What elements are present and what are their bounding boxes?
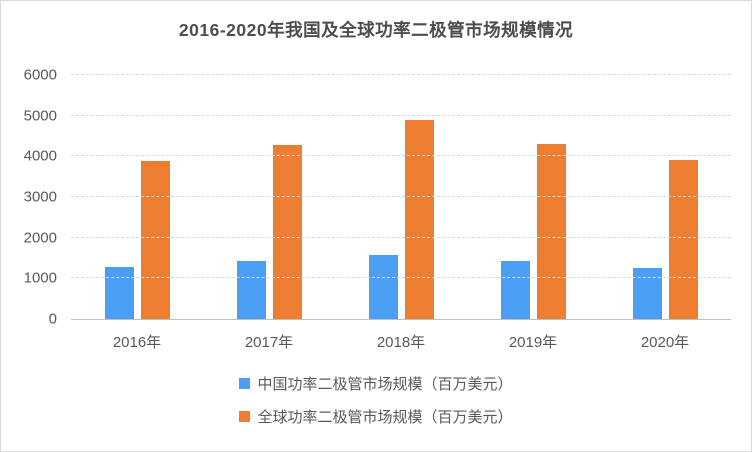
bar-series-1-2016年 [140, 161, 170, 319]
gridline [71, 74, 731, 75]
gridline [71, 277, 731, 279]
legend-label: 中国功率二极管市场规模（百万美元） [257, 376, 513, 393]
x-tick-label: 2020年 [640, 334, 690, 351]
y-tick-label: 3000 [23, 188, 57, 206]
bar-series-1-2018年 [404, 120, 434, 319]
bar-series-1-2019年 [536, 143, 566, 319]
gridline [71, 114, 731, 116]
chart-title: 2016-2020年我国及全球功率二极管市场规模情况 [178, 20, 574, 40]
gridline [71, 236, 731, 238]
bar-group [203, 75, 335, 319]
bar-series-0-2017年 [236, 261, 266, 319]
legend: 中国功率二极管市场规模（百万美元） 全球功率二极管市场规模（百万美元） [1, 373, 751, 427]
x-tick-label: 2017年 [244, 334, 294, 351]
bar-group [335, 75, 467, 319]
legend-label: 全球功率二极管市场规模（百万美元） [257, 409, 513, 426]
gridline [71, 155, 731, 157]
y-axis: 0 1000 2000 3000 4000 5000 6000 [1, 67, 57, 328]
bar-series-0-2020年 [632, 267, 662, 319]
gridline [71, 196, 731, 197]
plot-area [71, 74, 731, 320]
x-tick-label: 2016年 [112, 334, 162, 351]
x-axis: 2016年 2017年 2018年 2019年 2020年 [71, 331, 731, 352]
y-tick-label: 4000 [23, 147, 57, 165]
legend-swatch-icon [239, 411, 251, 422]
legend-swatch-icon [239, 378, 251, 389]
y-tick-label: 1000 [23, 269, 57, 287]
x-tick-label: 2019年 [508, 334, 558, 351]
y-tick-label: 2000 [23, 229, 57, 247]
bar-group [71, 75, 203, 319]
bar-groups [71, 75, 731, 319]
bar-series-0-2019年 [500, 260, 530, 319]
y-tick-label: 6000 [23, 66, 57, 84]
bar-group [467, 75, 599, 319]
bar-series-0-2016年 [104, 266, 134, 319]
bar-series-1-2017年 [272, 144, 302, 319]
bar-series-1-2020年 [668, 160, 698, 319]
y-tick-label: 0 [48, 310, 57, 328]
legend-item-1: 全球功率二极管市场规模（百万美元） [239, 406, 513, 427]
bar-series-0-2018年 [368, 254, 398, 319]
y-tick-label: 5000 [23, 107, 57, 125]
x-tick-label: 2018年 [376, 334, 426, 351]
bar-group [599, 75, 731, 319]
legend-item-0: 中国功率二极管市场规模（百万美元） [239, 373, 513, 394]
